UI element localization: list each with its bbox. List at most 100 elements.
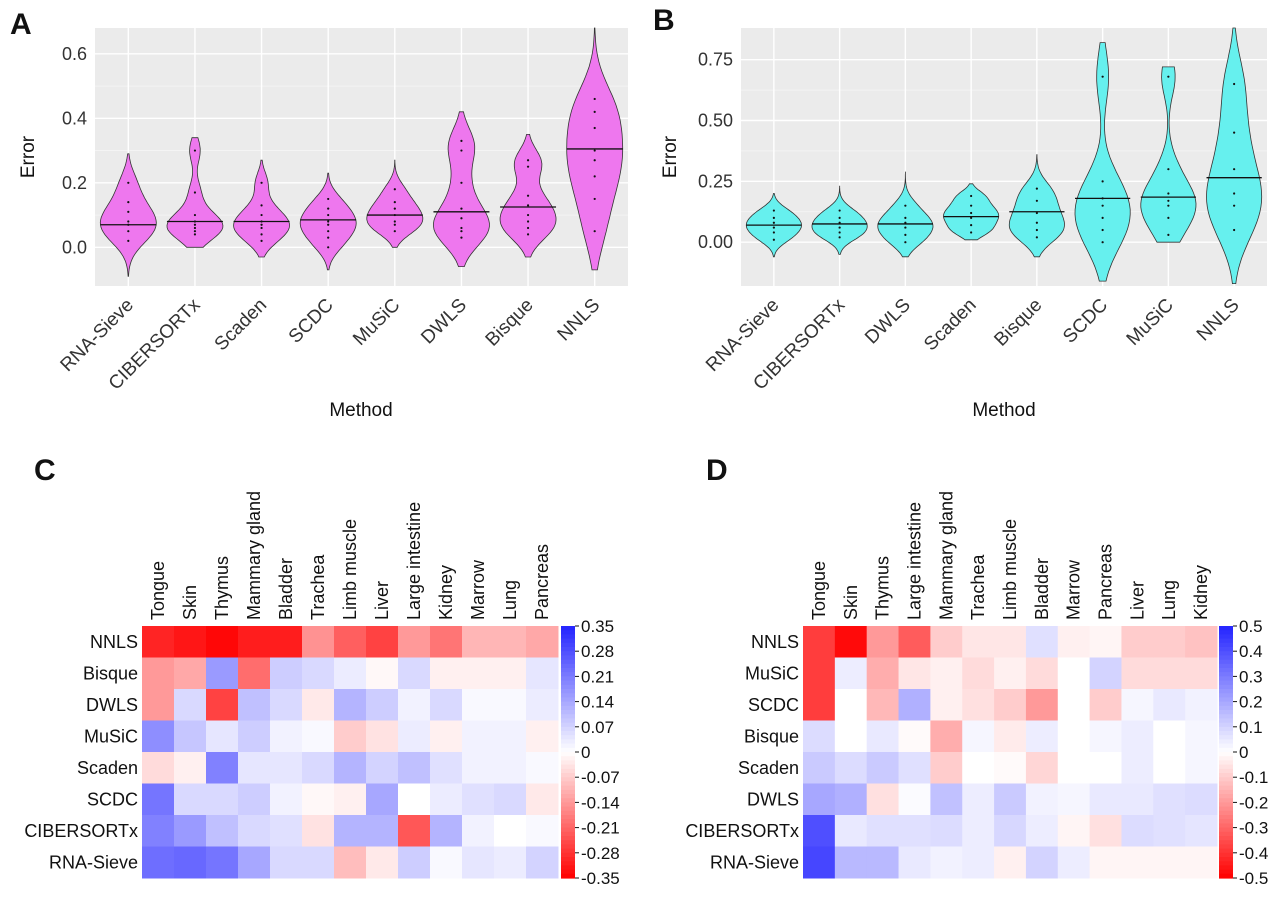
- data-point: [593, 197, 596, 201]
- heatmap-cell: [462, 752, 495, 784]
- colorbar-segment: [561, 831, 575, 837]
- column-label: Limb muscle: [1000, 519, 1020, 620]
- y-tick-label: 0.0: [62, 237, 87, 257]
- column-label: Thymus: [873, 556, 893, 620]
- heatmap-cell: [1025, 626, 1059, 658]
- colorbar-segment: [561, 752, 575, 757]
- colorbar-segment: [1219, 794, 1233, 799]
- heatmap-cell: [462, 626, 495, 658]
- colorbar-segment: [561, 781, 575, 787]
- heatmap-cell: [174, 657, 207, 690]
- colorbar-segment: [1219, 798, 1233, 803]
- heatmap-cell: [142, 815, 175, 847]
- heatmap-cell: [1025, 783, 1059, 816]
- heatmap-cell: [1153, 689, 1186, 721]
- row-label: RNA-Sieve: [49, 852, 138, 872]
- data-point: [970, 216, 973, 219]
- colorbar-label: 0.4: [1239, 642, 1263, 661]
- heatmap-cell: [930, 846, 963, 879]
- heatmap-cell: [526, 752, 559, 784]
- colorbar-segment: [1219, 852, 1233, 858]
- violin-scdc: [1074, 42, 1131, 282]
- heatmap-cell: [334, 783, 367, 816]
- column-label: Mammary gland: [936, 491, 956, 620]
- row-label: SCDC: [748, 695, 799, 715]
- column-label: Marrow: [468, 559, 488, 620]
- colorbar-segment: [1219, 831, 1233, 837]
- colorbar-segment: [561, 806, 575, 812]
- data-point: [593, 149, 596, 152]
- panel-label-c: C: [34, 454, 56, 487]
- heatmap-cell: [1185, 783, 1218, 816]
- heatmap-cell: [803, 657, 836, 690]
- colorbar-segment: [561, 672, 575, 677]
- data-point: [593, 230, 596, 233]
- colorbar-segment: [1219, 857, 1233, 862]
- heatmap-cell: [962, 626, 995, 658]
- data-point: [838, 221, 841, 224]
- data-point: [970, 224, 973, 227]
- colorbar-segment: [561, 684, 575, 690]
- heatmap-cell: [238, 657, 271, 690]
- data-point: [593, 159, 596, 162]
- colorbar-segment: [561, 777, 575, 782]
- colorbar-segment: [1219, 684, 1233, 690]
- heatmap-cell: [398, 657, 431, 690]
- row-label: NNLS: [751, 632, 799, 652]
- heatmap-cell: [526, 783, 559, 816]
- colorbar-segment: [561, 815, 575, 820]
- heatmap-cell: [334, 815, 367, 847]
- panel-label-b: B: [653, 4, 675, 37]
- data-point: [1233, 168, 1236, 171]
- heatmap-cell: [834, 657, 868, 690]
- colorbar-segment: [1219, 836, 1233, 841]
- data-point: [127, 201, 130, 204]
- heatmap-cell: [462, 815, 495, 847]
- colorbar-segment: [561, 647, 575, 652]
- heatmap-cell: [206, 657, 239, 690]
- x-tick-label: MuSiC: [1123, 295, 1178, 350]
- colorbar-segment: [561, 743, 575, 749]
- heatmap-cell: [866, 783, 900, 816]
- heatmap-cell: [366, 657, 399, 690]
- colorbar-segment: [1219, 626, 1233, 631]
- colorbar-segment: [1219, 764, 1233, 770]
- data-point: [460, 236, 463, 239]
- heatmap-cell: [930, 689, 963, 721]
- heatmap-cell: [366, 720, 399, 753]
- data-point: [1035, 236, 1038, 239]
- data-point: [260, 233, 263, 236]
- heatmap-cell: [1121, 815, 1154, 847]
- colorbar-segment: [1219, 642, 1233, 648]
- data-point: [1035, 228, 1038, 232]
- colorbar-label: -0.1: [1239, 768, 1268, 787]
- column-label: Kidney: [436, 565, 456, 620]
- heatmap-cell: [834, 846, 868, 879]
- colorbar-segment: [1219, 630, 1233, 635]
- heatmap-cell: [174, 846, 207, 879]
- x-tick-label: Scaden: [920, 295, 980, 355]
- colorbar-segment: [1219, 693, 1233, 698]
- heatmap-cell: [994, 815, 1027, 847]
- data-point: [1233, 228, 1236, 232]
- colorbar-segment: [561, 747, 575, 753]
- data-point: [970, 194, 973, 198]
- row-label: Bisque: [744, 726, 799, 746]
- data-point: [904, 233, 907, 236]
- colorbar-segment: [561, 630, 575, 635]
- heatmap-d: Tongue Skin Thymus Large intestine Mammary g…: [685, 491, 1268, 888]
- heatmap-cell: [462, 689, 495, 721]
- heatmap-cell: [174, 720, 207, 753]
- colorbar-segment: [1219, 781, 1233, 787]
- data-point: [526, 213, 530, 217]
- data-point: [593, 175, 596, 178]
- colorbar-label: 0.14: [581, 693, 614, 712]
- heatmap-cell: [898, 720, 931, 753]
- data-point: [772, 238, 775, 241]
- heatmap-cell: [430, 657, 463, 690]
- heatmap-cell: [1121, 752, 1154, 784]
- heatmap-cell: [1153, 752, 1186, 784]
- colorbar-segment: [1219, 785, 1233, 791]
